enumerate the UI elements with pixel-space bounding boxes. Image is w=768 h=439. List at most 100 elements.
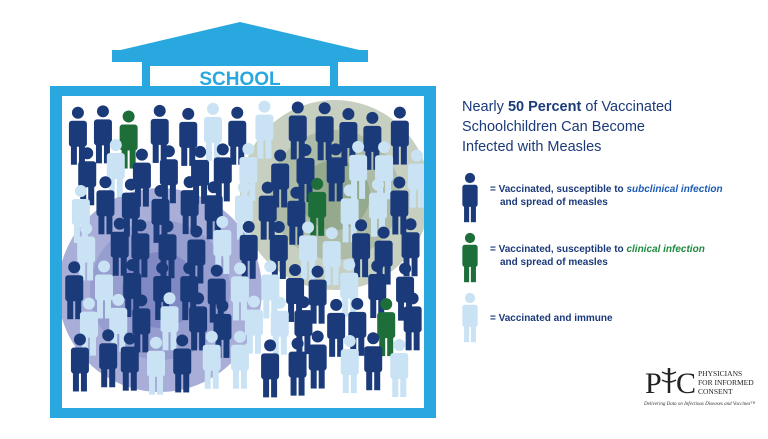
person-body xyxy=(364,346,383,373)
person-head xyxy=(410,149,423,162)
person-leg xyxy=(153,222,160,243)
person-head xyxy=(135,294,148,307)
person-body xyxy=(213,230,232,257)
person-leg xyxy=(72,371,79,392)
person-head xyxy=(123,332,136,345)
person-head xyxy=(163,292,176,305)
person-body xyxy=(179,121,198,148)
person-body xyxy=(308,344,327,371)
person-head xyxy=(216,299,229,312)
person-leg xyxy=(306,181,313,202)
person-leg xyxy=(125,297,132,318)
person-leg xyxy=(168,258,175,279)
person-head xyxy=(242,220,255,233)
person-leg xyxy=(206,219,213,240)
person-body xyxy=(213,157,232,184)
person-head xyxy=(464,172,476,184)
person-body xyxy=(296,157,315,184)
person-head xyxy=(311,177,324,190)
person-body xyxy=(363,125,382,152)
person-head xyxy=(113,217,126,230)
person-leg xyxy=(149,374,156,395)
person-body xyxy=(70,347,89,374)
person-head xyxy=(242,142,255,155)
person-body xyxy=(239,156,258,183)
person-leg xyxy=(215,254,222,275)
person-body xyxy=(322,241,341,268)
legend-text: = Vaccinated and immune xyxy=(490,313,613,324)
person-head xyxy=(380,298,393,311)
person-leg xyxy=(190,214,197,235)
person-leg xyxy=(109,367,116,388)
person-head xyxy=(81,147,94,160)
person-head xyxy=(299,143,312,156)
person xyxy=(173,334,192,393)
person-leg xyxy=(108,176,115,197)
person-leg xyxy=(370,216,377,237)
person-leg xyxy=(297,224,304,245)
person-body xyxy=(407,163,424,190)
person-head xyxy=(464,292,476,304)
person-head xyxy=(325,227,338,240)
person-head xyxy=(393,176,406,189)
person-leg xyxy=(325,140,332,161)
person-body xyxy=(368,274,387,301)
person-head xyxy=(351,297,364,310)
person-head xyxy=(216,143,229,156)
person-head xyxy=(258,100,271,113)
person-head xyxy=(297,296,310,309)
person-leg xyxy=(289,224,296,245)
person-body xyxy=(159,159,178,186)
person xyxy=(77,222,96,281)
person xyxy=(308,265,327,324)
person xyxy=(255,100,274,159)
person-leg xyxy=(120,255,127,276)
person-leg xyxy=(67,299,74,320)
person-leg xyxy=(392,377,399,398)
person-leg xyxy=(87,260,94,281)
legend-emphasis: clinical infection xyxy=(626,244,704,255)
person-leg xyxy=(268,219,275,240)
person-head xyxy=(289,263,302,276)
person-leg xyxy=(152,142,159,163)
person-leg xyxy=(129,148,136,169)
person-body xyxy=(119,124,138,151)
person xyxy=(230,262,249,321)
person-head xyxy=(291,337,304,350)
person-leg xyxy=(342,296,349,317)
person-leg xyxy=(182,300,189,321)
person-leg xyxy=(260,219,267,240)
person-body xyxy=(270,310,289,337)
person-leg xyxy=(122,370,129,391)
person xyxy=(151,184,170,243)
person-body xyxy=(390,190,409,217)
person-body xyxy=(390,120,409,147)
person-leg xyxy=(336,181,343,202)
person-leg xyxy=(119,331,126,352)
person xyxy=(187,225,206,284)
person-leg xyxy=(182,214,189,235)
person-head xyxy=(393,106,406,119)
person-leg xyxy=(317,140,324,161)
person-leg xyxy=(290,375,297,396)
person-leg xyxy=(162,330,169,351)
person xyxy=(65,261,84,320)
person-body xyxy=(462,304,478,327)
person-leg xyxy=(240,300,247,321)
person-body xyxy=(255,114,274,141)
person xyxy=(327,298,346,357)
person xyxy=(340,335,359,394)
person-leg xyxy=(212,368,219,389)
person xyxy=(287,186,306,245)
person-leg xyxy=(134,332,141,353)
person-head xyxy=(150,336,163,349)
person xyxy=(462,232,478,283)
person-body xyxy=(228,120,247,147)
person-leg xyxy=(271,298,278,319)
person-head xyxy=(274,149,287,162)
person xyxy=(180,176,199,235)
person-leg xyxy=(97,298,104,319)
person-body xyxy=(95,274,114,301)
person-head xyxy=(343,335,356,348)
person-leg xyxy=(387,336,394,357)
